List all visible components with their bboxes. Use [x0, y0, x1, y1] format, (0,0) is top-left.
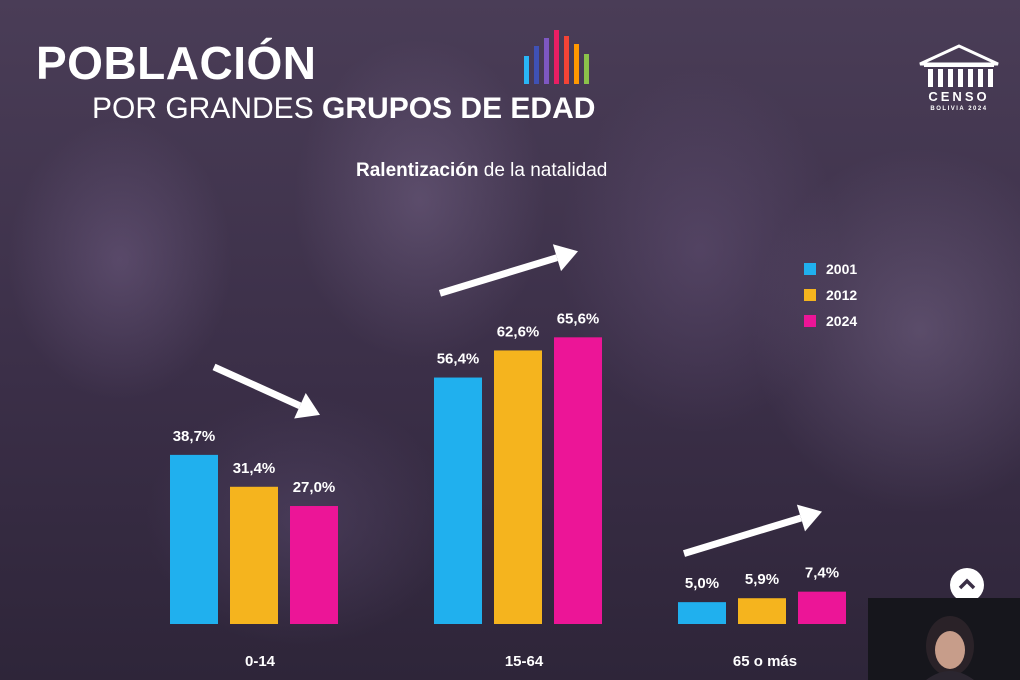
censo-logo-icon: CENSO BOLIVIA 2024 — [919, 44, 999, 112]
logo-bar — [574, 44, 579, 84]
bar-2001-1 — [170, 454, 218, 624]
chart-legend: 2001 2012 2024 — [804, 256, 857, 334]
censo-logo-subtext: BOLIVIA 2024 — [930, 106, 987, 112]
legend-swatch-2012 — [804, 289, 816, 301]
category-label-3: 65 o más — [733, 653, 797, 670]
data-label-2012-3: 5,9% — [745, 571, 779, 588]
title-main: POBLACIÓN — [36, 37, 317, 89]
scroll-up-button[interactable] — [950, 568, 984, 602]
chart-subtitle-rest: de la natalidad — [478, 160, 608, 181]
data-label-2001-2: 56,4% — [437, 351, 480, 368]
census-bars-logo-icon — [524, 30, 589, 84]
legend-item-2024: 2024 — [804, 308, 857, 334]
bar-2012-1 — [230, 486, 278, 624]
logo-bar — [584, 54, 589, 84]
bar-2012-3 — [738, 598, 786, 624]
legend-item-2012: 2012 — [804, 282, 857, 308]
logo-bar — [544, 38, 549, 84]
data-label-2012-1: 31,4% — [233, 460, 276, 477]
data-label-2001-3: 5,0% — [685, 575, 719, 592]
bar-2024-1 — [290, 506, 338, 624]
bar-2001-3 — [678, 602, 726, 624]
legend-label-2024: 2024 — [826, 313, 858, 329]
chart-subtitle: Ralentización de la natalidad — [356, 160, 607, 182]
data-label-2012-2: 62,6% — [497, 323, 540, 340]
logo-bar — [534, 46, 539, 84]
title-secondary-light: POR GRANDES — [92, 92, 323, 125]
webcam-overlay — [868, 598, 1020, 680]
data-label-2024-3: 7,4% — [805, 565, 839, 582]
category-label-2: 15-64 — [505, 653, 544, 670]
legend-item-2001: 2001 — [804, 256, 857, 282]
legend-label-2012: 2012 — [826, 287, 858, 303]
trend-arrow-1-icon — [212, 363, 320, 419]
legend-label-2001: 2001 — [826, 261, 858, 277]
bar-2001-2 — [434, 377, 482, 624]
title-secondary-bold: GRUPOS DE EDAD — [322, 92, 596, 125]
bar-2012-2 — [494, 350, 542, 624]
censo-logo-word: CENSO — [928, 89, 989, 104]
trend-arrow-3-icon — [682, 504, 822, 557]
chevron-up-icon — [958, 578, 976, 590]
trend-arrow-2-icon — [438, 244, 578, 297]
logo-bar — [524, 56, 529, 84]
logo-bar — [564, 36, 569, 84]
logo-bar — [554, 30, 559, 84]
chart-subtitle-bold: Ralentización — [356, 160, 479, 181]
legend-swatch-2001 — [804, 263, 816, 275]
data-label-2024-1: 27,0% — [293, 479, 336, 496]
category-label-1: 0-14 — [245, 653, 276, 670]
bar-2024-2 — [554, 337, 602, 624]
legend-swatch-2024 — [804, 315, 816, 327]
data-label-2024-2: 65,6% — [557, 310, 600, 327]
bar-2024-3 — [798, 591, 846, 624]
title-secondary: POR GRANDES GRUPOS DE EDAD — [92, 92, 595, 126]
presenter-video-icon — [868, 598, 1020, 680]
data-label-2001-1: 38,7% — [173, 428, 216, 445]
